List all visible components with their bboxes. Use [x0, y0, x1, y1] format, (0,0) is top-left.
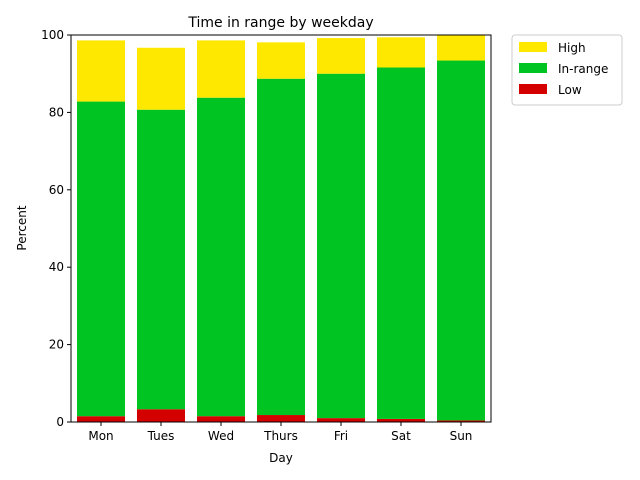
- bar-high-sat: [377, 37, 425, 68]
- bar-in-range-tues: [137, 109, 185, 410]
- x-tick-label: Wed: [208, 429, 234, 443]
- y-tick-label: 100: [41, 28, 64, 42]
- x-axis-label: Day: [269, 451, 293, 465]
- y-axis-label: Percent: [15, 205, 29, 250]
- legend-swatch-in-range: [519, 63, 547, 73]
- bar-in-range-sun: [437, 60, 485, 421]
- bar-in-range-mon: [77, 101, 125, 417]
- bar-high-sun: [437, 34, 485, 61]
- legend-label-high: High: [558, 41, 586, 55]
- chart-title: Time in range by weekday: [187, 15, 373, 31]
- x-tick-label: Tues: [147, 429, 175, 443]
- bar-in-range-sat: [377, 67, 425, 419]
- bar-in-range-thurs: [257, 78, 305, 416]
- bar-low-thurs: [257, 415, 305, 422]
- bar-high-fri: [317, 38, 365, 74]
- bars-layer: [77, 34, 485, 422]
- bar-high-wed: [197, 40, 245, 98]
- x-tick-label: Mon: [88, 429, 113, 443]
- bar-in-range-wed: [197, 97, 245, 417]
- legend-label-low: Low: [558, 83, 582, 97]
- bar-low-sat: [377, 418, 425, 422]
- bar-low-tues: [137, 409, 185, 422]
- x-tick-label: Sat: [391, 429, 411, 443]
- y-tick-label: 40: [49, 260, 64, 274]
- x-tick-label: Fri: [334, 429, 348, 443]
- bar-in-range-fri: [317, 73, 365, 419]
- bar-high-thurs: [257, 42, 305, 79]
- bar-low-mon: [77, 416, 125, 422]
- bar-low-sun: [437, 420, 485, 422]
- legend-swatch-high: [519, 42, 547, 52]
- legend-label-in-range: In-range: [558, 62, 608, 76]
- axes-layer: 0 20 40 60 80 100 Mon Tues Wed Thurs Fri Sat Sun: [41, 28, 492, 443]
- y-tick-label: 80: [49, 105, 64, 119]
- bar-high-tues: [137, 47, 185, 110]
- y-tick-label: 20: [49, 338, 64, 352]
- x-tick-label: Thurs: [263, 429, 298, 443]
- bar-high-mon: [77, 40, 125, 102]
- y-tick-label: 0: [56, 415, 64, 429]
- x-tick-label: Sun: [450, 429, 473, 443]
- legend: High In-range Low: [511, 34, 623, 106]
- y-tick-label: 60: [49, 183, 64, 197]
- bar-low-wed: [197, 416, 245, 422]
- bar-low-fri: [317, 418, 365, 422]
- legend-swatch-low: [519, 84, 547, 94]
